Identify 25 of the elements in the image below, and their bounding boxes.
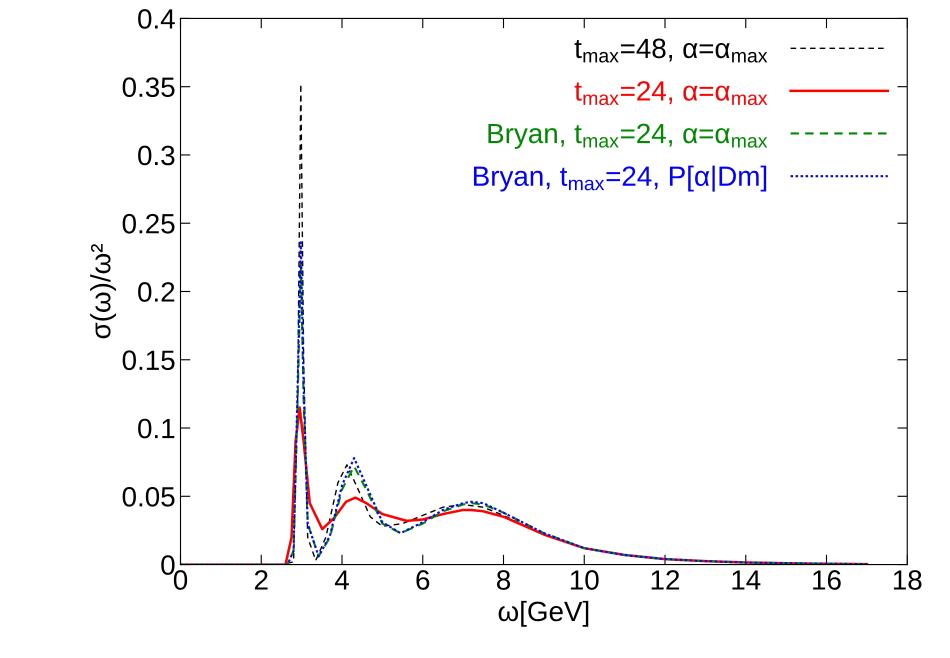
y-tick-label: 0.25 [122, 214, 174, 234]
x-tick-label: 18 [894, 570, 922, 590]
y-tick-label: 0.4 [138, 9, 175, 29]
x-tick-label: 6 [416, 570, 430, 590]
legend-label: Bryan, t$_{max}$=24, P[α|Dm] [474, 166, 766, 192]
y-tick-label: 0 [161, 555, 175, 575]
x-tick-label: 10 [570, 570, 599, 590]
y-tick-label: 0.1 [138, 418, 174, 438]
y-tick-label: 0.3 [138, 146, 174, 166]
x-tick-label: 4 [334, 570, 349, 590]
x-tick-label: 14 [732, 570, 760, 590]
y-axis-title: σ(ω)/ω² [90, 244, 116, 338]
x-tick-label: 16 [813, 570, 841, 590]
y-tick-label: 0.15 [122, 350, 174, 370]
legend-label: t$_{max}$=24, α=α$_{max}$ [574, 81, 768, 106]
x-tick-label: 0 [174, 570, 188, 590]
x-tick-label: 12 [652, 570, 680, 590]
y-tick-label: 0.2 [138, 282, 174, 302]
x-tick-label: 2 [254, 570, 268, 590]
x-tick-label: 8 [496, 570, 510, 590]
y-tick-label: 0.05 [122, 486, 174, 507]
legend-label: Bryan, t$_{max}$=24, α=α$_{max}$ [488, 124, 768, 149]
y-tick-label: 0.35 [122, 77, 174, 98]
legend-label: t$_{max}$=48, α=α$_{max}$ [574, 38, 768, 63]
x-axis-title: ω[GeV] [498, 600, 588, 627]
